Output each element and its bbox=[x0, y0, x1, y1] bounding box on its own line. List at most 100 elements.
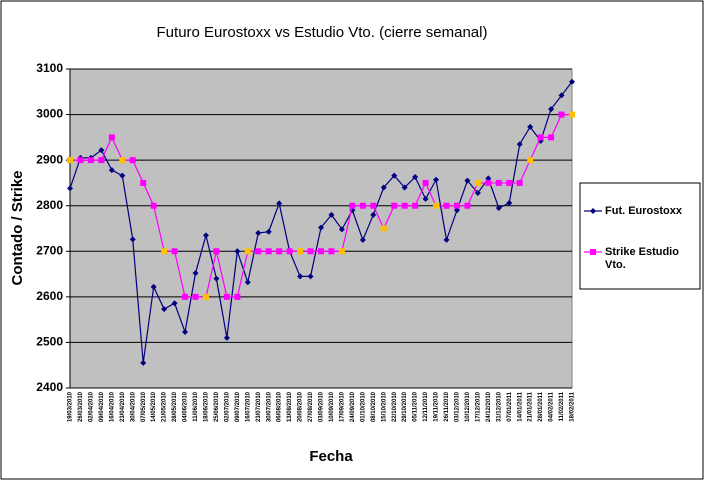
marker bbox=[433, 202, 440, 209]
marker bbox=[443, 202, 450, 209]
x-tick-label: 24/12/2010 bbox=[486, 391, 492, 422]
marker bbox=[182, 293, 189, 300]
marker bbox=[265, 248, 272, 255]
marker bbox=[516, 179, 523, 186]
marker bbox=[370, 202, 377, 209]
marker bbox=[412, 174, 419, 181]
marker bbox=[485, 175, 492, 182]
marker bbox=[328, 248, 335, 255]
x-tick-label: 23/07/2010 bbox=[256, 391, 262, 422]
x-tick-label: 11/06/2010 bbox=[193, 391, 199, 421]
marker bbox=[391, 172, 398, 179]
y-tick-label: 2900 bbox=[36, 152, 63, 166]
x-tick-label: 02/04/2010 bbox=[88, 391, 94, 422]
marker bbox=[150, 202, 157, 209]
legend-label: Fut. Eurostoxx bbox=[605, 205, 683, 217]
marker bbox=[569, 78, 575, 85]
x-tick-label: 10/09/2010 bbox=[329, 391, 335, 422]
x-tick-label: 06/08/2010 bbox=[277, 391, 283, 422]
marker bbox=[422, 195, 429, 202]
x-tick-label: 12/11/2010 bbox=[423, 391, 429, 421]
marker bbox=[338, 226, 345, 233]
marker bbox=[255, 230, 262, 237]
marker bbox=[391, 202, 398, 209]
marker bbox=[119, 157, 126, 164]
y-tick-label: 3100 bbox=[36, 61, 63, 75]
marker bbox=[202, 232, 209, 239]
marker bbox=[453, 207, 460, 214]
x-tick-label: 16/04/2010 bbox=[109, 391, 115, 422]
x-tick-label: 15/10/2010 bbox=[381, 391, 387, 422]
x-tick-label: 26/11/2010 bbox=[444, 391, 450, 421]
legend-marker bbox=[590, 249, 596, 255]
marker bbox=[548, 106, 555, 113]
y-tick-label: 2400 bbox=[36, 380, 63, 394]
marker bbox=[223, 293, 230, 300]
x-tick-label: 27/08/2010 bbox=[308, 391, 314, 422]
marker bbox=[495, 179, 502, 186]
x-tick-label: 21/01/2011 bbox=[528, 391, 534, 421]
y-tick-label: 2800 bbox=[36, 198, 63, 212]
marker bbox=[182, 328, 189, 335]
marker bbox=[485, 179, 492, 186]
x-tick-label: 18/02/2011 bbox=[570, 391, 576, 421]
marker bbox=[192, 293, 199, 300]
marker bbox=[161, 248, 168, 255]
x-tick-label: 21/05/2010 bbox=[162, 391, 168, 422]
marker bbox=[129, 157, 136, 164]
y-tick-label: 2500 bbox=[36, 335, 63, 349]
marker bbox=[234, 248, 241, 255]
x-tick-label: 20/08/2010 bbox=[298, 391, 304, 422]
marker bbox=[286, 248, 293, 255]
marker bbox=[359, 236, 366, 243]
x-tick-label: 10/12/2010 bbox=[465, 391, 471, 422]
x-tick-label: 22/10/2010 bbox=[392, 391, 398, 422]
marker bbox=[527, 123, 534, 130]
marker bbox=[516, 141, 523, 148]
x-tick-label: 14/05/2010 bbox=[151, 391, 157, 422]
marker bbox=[401, 202, 408, 209]
x-tick-label: 17/09/2010 bbox=[339, 391, 345, 422]
marker bbox=[349, 202, 356, 209]
marker bbox=[108, 134, 115, 141]
x-tick-label: 28/05/2010 bbox=[172, 391, 178, 422]
marker bbox=[474, 179, 481, 186]
x-tick-label: 19/11/2010 bbox=[434, 391, 440, 421]
marker bbox=[401, 184, 408, 191]
marker bbox=[255, 248, 262, 255]
x-tick-label: 30/07/2010 bbox=[266, 391, 272, 422]
marker bbox=[234, 293, 241, 300]
x-tick-label: 04/06/2010 bbox=[183, 391, 189, 422]
marker bbox=[171, 300, 178, 307]
marker bbox=[171, 248, 178, 255]
marker bbox=[119, 172, 126, 179]
marker bbox=[370, 211, 377, 218]
x-tick-label: 02/07/2010 bbox=[224, 391, 230, 422]
marker bbox=[161, 306, 168, 313]
marker bbox=[87, 157, 94, 164]
x-tick-label: 17/12/2010 bbox=[475, 391, 481, 422]
x-tick-label: 28/01/2011 bbox=[538, 391, 544, 421]
x-tick-label: 01/10/2010 bbox=[360, 391, 366, 422]
y-tick-label: 3000 bbox=[36, 107, 63, 121]
x-tick-label: 30/04/2010 bbox=[130, 391, 136, 422]
x-tick-label: 04/02/2011 bbox=[549, 391, 555, 421]
marker bbox=[558, 111, 565, 118]
marker bbox=[464, 177, 471, 184]
marker bbox=[453, 202, 460, 209]
x-tick-label: 09/07/2010 bbox=[235, 391, 241, 422]
marker bbox=[276, 248, 283, 255]
x-tick-label: 24/09/2010 bbox=[350, 391, 356, 422]
marker bbox=[307, 248, 314, 255]
marker bbox=[98, 147, 105, 154]
x-tick-label: 13/08/2010 bbox=[287, 391, 293, 422]
x-tick-label: 18/06/2010 bbox=[204, 391, 210, 422]
x-tick-label: 07/05/2010 bbox=[141, 391, 147, 422]
marker bbox=[338, 248, 345, 255]
x-tick-label: 19/03/2010 bbox=[68, 391, 74, 422]
marker bbox=[67, 185, 73, 192]
marker bbox=[265, 228, 272, 235]
marker bbox=[527, 157, 534, 164]
x-tick-label: 29/10/2010 bbox=[402, 391, 408, 422]
